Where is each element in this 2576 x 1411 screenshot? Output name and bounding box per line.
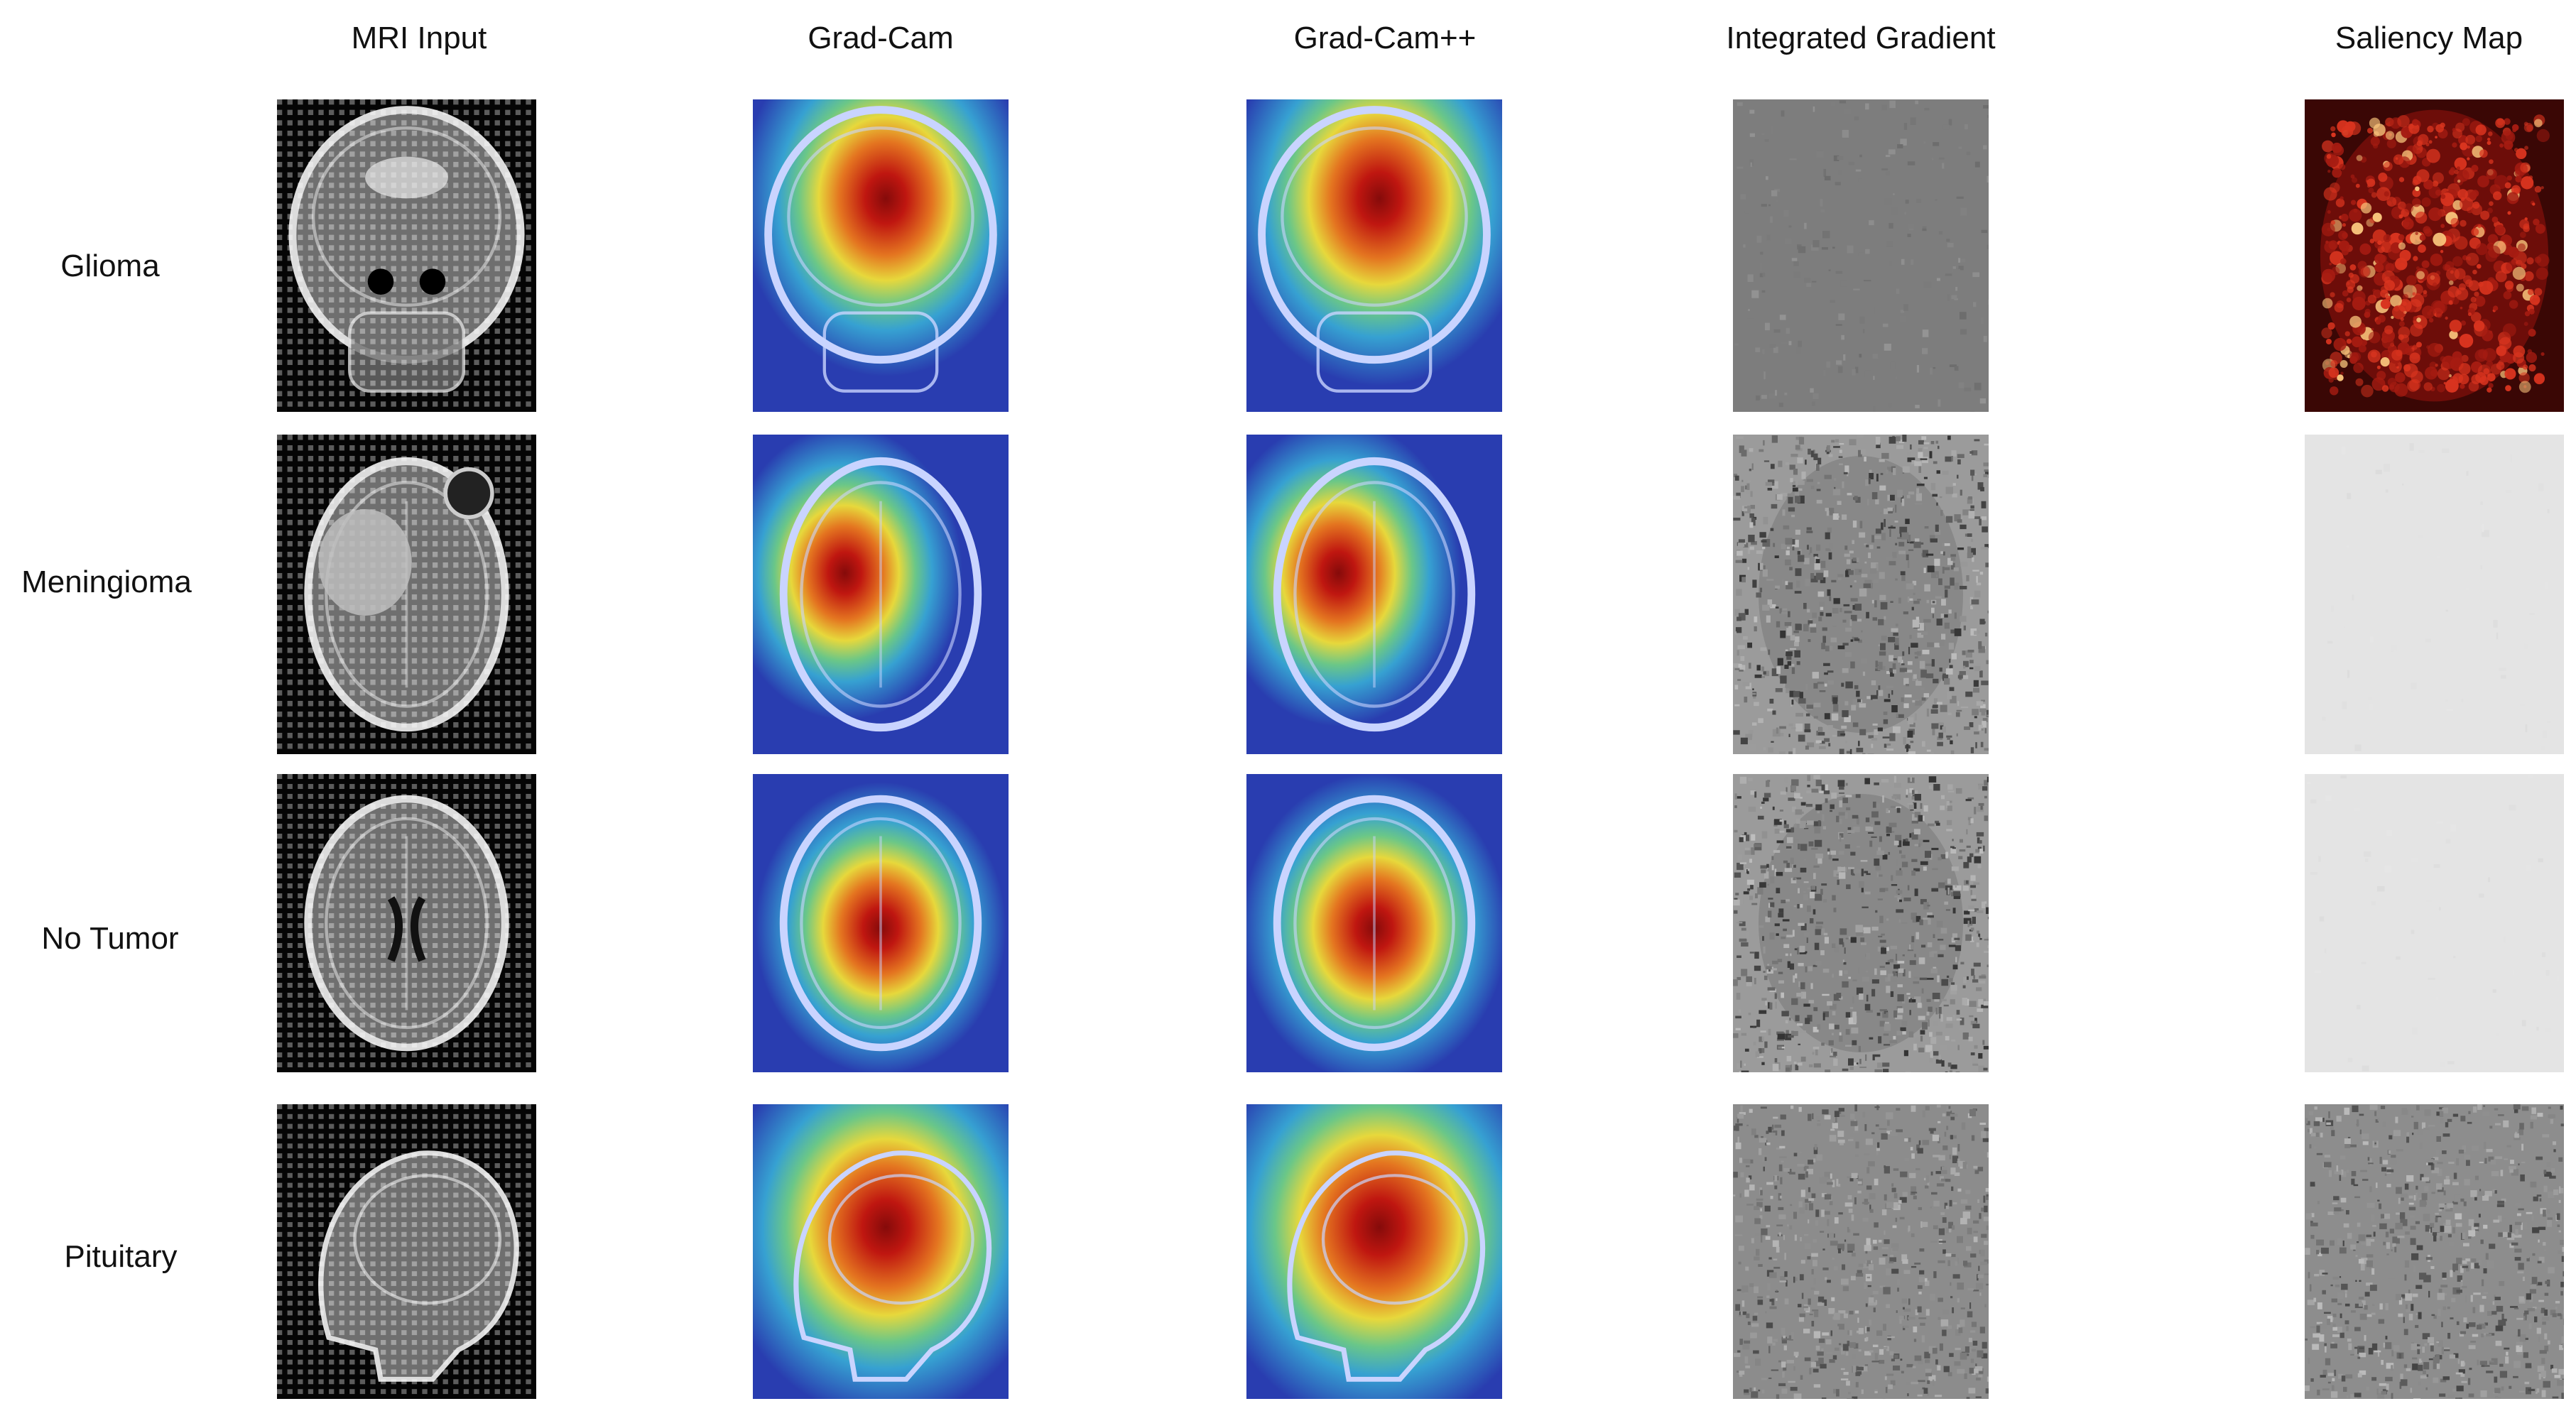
glioma-integrated-gradient-image — [1733, 99, 1989, 412]
pituitary-mri-input-image — [277, 1104, 536, 1399]
heatmap-overlay — [1246, 435, 1502, 754]
row-label-glioma: Glioma — [60, 249, 160, 283]
saliency-map — [2305, 435, 2564, 754]
heatmap-overlay — [753, 99, 1009, 412]
noise-map — [1733, 774, 1989, 1072]
pituitary-saliency-map-image — [2305, 1104, 2564, 1399]
column-header-mri-input: MRI Input — [351, 21, 487, 55]
heatmap-overlay — [753, 1104, 1009, 1399]
heatmap-overlay — [1246, 99, 1502, 412]
noise-map — [1733, 99, 1989, 412]
meningioma-mri-input-image — [277, 435, 536, 754]
noise-map — [1733, 1104, 1989, 1399]
column-header-saliency-map: Saliency Map — [2335, 21, 2523, 55]
no-tumor-grad-cam-image — [753, 774, 1009, 1072]
mri-axial-scan — [277, 435, 536, 754]
heatmap-overlay — [1246, 774, 1502, 1072]
saliency-map — [2305, 99, 2564, 412]
mri-coronal-scan — [277, 99, 536, 412]
pituitary-integrated-gradient-image — [1733, 1104, 1989, 1399]
heatmap-overlay — [753, 774, 1009, 1072]
column-header-integrated-gradient: Integrated Gradient — [1726, 21, 1996, 55]
heatmap-overlay — [1246, 1104, 1502, 1399]
glioma-mri-input-image — [277, 99, 536, 412]
meningioma-grad-cam-image — [753, 435, 1009, 754]
pituitary-grad-cam-pp-image — [1246, 1104, 1502, 1399]
row-label-meningioma: Meningioma — [21, 565, 192, 599]
no-tumor-saliency-map-image — [2305, 774, 2564, 1072]
saliency-map — [2305, 1104, 2564, 1399]
no-tumor-integrated-gradient-image — [1733, 774, 1989, 1072]
row-label-no-tumor: No Tumor — [41, 921, 179, 956]
noise-map — [1733, 435, 1989, 754]
mri-axial-scan — [277, 774, 536, 1072]
row-label-pituitary: Pituitary — [64, 1239, 178, 1274]
mri-sagittal-scan — [277, 1104, 536, 1399]
heatmap-overlay — [753, 435, 1009, 754]
meningioma-saliency-map-image — [2305, 435, 2564, 754]
meningioma-grad-cam-pp-image — [1246, 435, 1502, 754]
glioma-grad-cam-image — [753, 99, 1009, 412]
glioma-grad-cam-pp-image — [1246, 99, 1502, 412]
column-header-grad-cam-pp: Grad-Cam++ — [1293, 21, 1477, 55]
meningioma-integrated-gradient-image — [1733, 435, 1989, 754]
pituitary-grad-cam-image — [753, 1104, 1009, 1399]
glioma-saliency-map-image — [2305, 99, 2564, 412]
saliency-map — [2305, 774, 2564, 1072]
no-tumor-mri-input-image — [277, 774, 536, 1072]
column-header-grad-cam: Grad-Cam — [808, 21, 954, 55]
no-tumor-grad-cam-pp-image — [1246, 774, 1502, 1072]
